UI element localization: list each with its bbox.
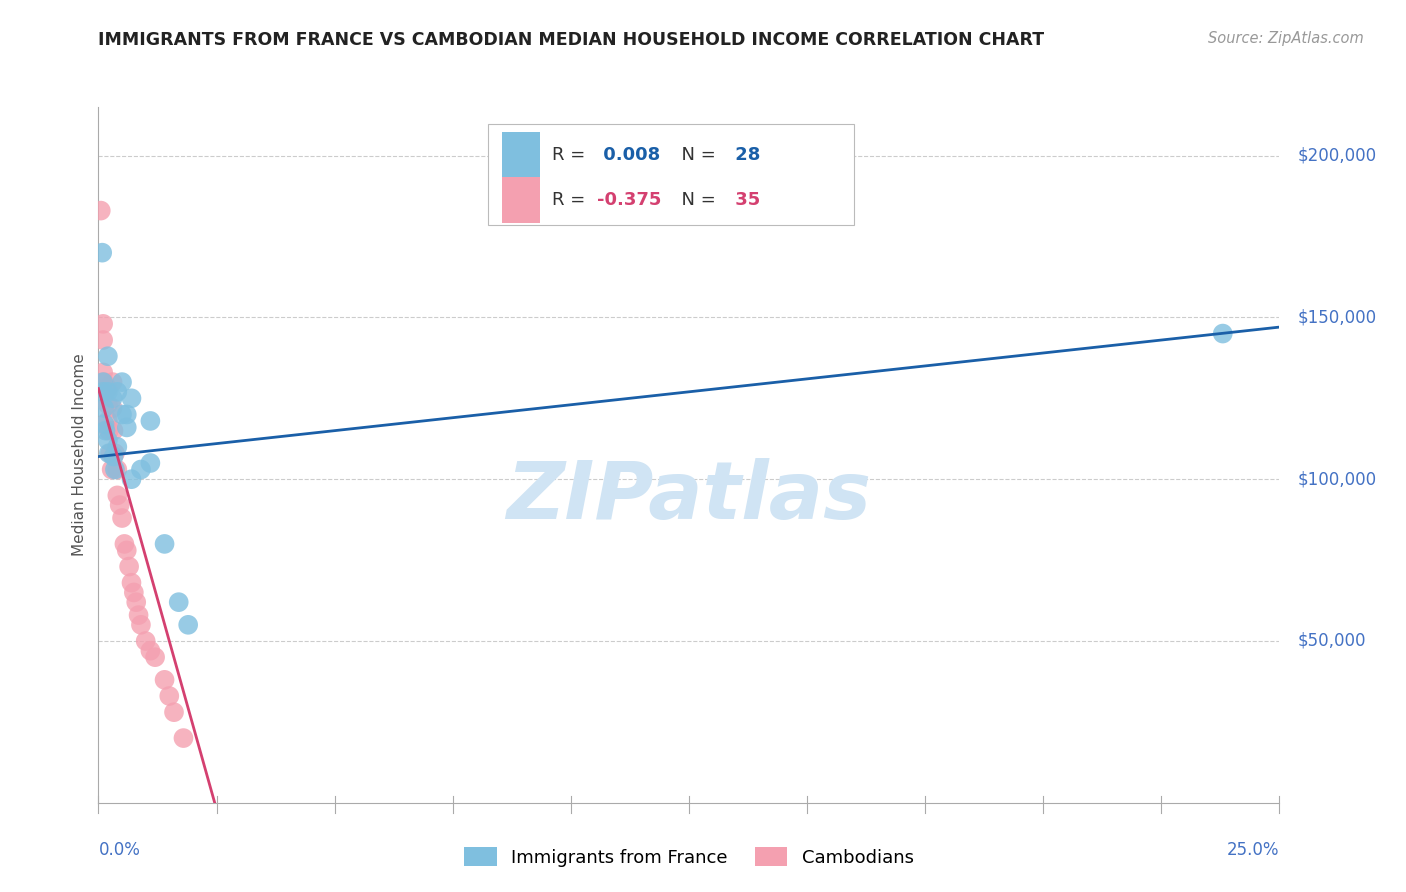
Text: -0.375: -0.375 bbox=[596, 191, 661, 209]
Text: $200,000: $200,000 bbox=[1298, 146, 1376, 165]
Point bbox=[115, 420, 138, 434]
Point bbox=[129, 462, 152, 476]
Point bbox=[129, 617, 152, 632]
Point bbox=[105, 440, 128, 454]
Point bbox=[97, 349, 120, 363]
Point bbox=[153, 537, 176, 551]
Point bbox=[91, 365, 114, 379]
Point bbox=[121, 392, 143, 406]
Point bbox=[97, 414, 120, 428]
Point bbox=[91, 317, 114, 331]
Text: $50,000: $50,000 bbox=[1298, 632, 1365, 650]
FancyBboxPatch shape bbox=[502, 178, 540, 223]
Point bbox=[139, 643, 162, 657]
Point bbox=[105, 462, 128, 476]
Point bbox=[101, 392, 124, 406]
Text: Source: ZipAtlas.com: Source: ZipAtlas.com bbox=[1208, 31, 1364, 46]
Point bbox=[101, 401, 124, 415]
Point bbox=[121, 575, 143, 590]
Point bbox=[111, 511, 134, 525]
Point bbox=[139, 414, 162, 428]
Text: N =: N = bbox=[671, 191, 721, 209]
Point bbox=[103, 424, 125, 438]
Point bbox=[128, 608, 150, 623]
Text: 28: 28 bbox=[730, 145, 761, 164]
Point bbox=[111, 375, 134, 389]
Point bbox=[121, 472, 143, 486]
Point bbox=[97, 382, 120, 396]
Point bbox=[93, 417, 115, 432]
Point bbox=[97, 384, 120, 399]
Point bbox=[97, 398, 120, 412]
Point bbox=[115, 543, 138, 558]
Point bbox=[94, 424, 117, 438]
Point bbox=[125, 595, 148, 609]
FancyBboxPatch shape bbox=[488, 124, 855, 226]
Point bbox=[118, 559, 141, 574]
Point bbox=[135, 634, 157, 648]
Point bbox=[153, 673, 176, 687]
Point bbox=[104, 446, 127, 460]
Point bbox=[91, 384, 114, 399]
Point bbox=[105, 384, 128, 399]
Point bbox=[91, 333, 114, 347]
Point bbox=[97, 424, 120, 438]
Point bbox=[115, 408, 138, 422]
Text: 35: 35 bbox=[730, 191, 761, 209]
Point bbox=[93, 401, 115, 415]
Text: 0.008: 0.008 bbox=[596, 145, 659, 164]
Text: 0.0%: 0.0% bbox=[98, 841, 141, 859]
Point bbox=[1212, 326, 1234, 341]
Point bbox=[97, 446, 120, 460]
Point bbox=[108, 498, 131, 512]
Point bbox=[167, 595, 190, 609]
Text: R =: R = bbox=[553, 191, 591, 209]
Point bbox=[100, 462, 122, 476]
Point bbox=[143, 650, 166, 665]
Point bbox=[112, 537, 135, 551]
FancyBboxPatch shape bbox=[502, 132, 540, 178]
Point bbox=[103, 450, 125, 464]
Point bbox=[122, 585, 145, 599]
Point bbox=[105, 488, 128, 502]
Point bbox=[97, 434, 120, 448]
Text: R =: R = bbox=[553, 145, 591, 164]
Point bbox=[91, 245, 114, 260]
Text: ZIPatlas: ZIPatlas bbox=[506, 458, 872, 536]
Point bbox=[111, 408, 134, 422]
Point bbox=[104, 462, 127, 476]
Point bbox=[93, 375, 115, 389]
Point bbox=[163, 705, 186, 719]
Point bbox=[98, 446, 121, 460]
Point bbox=[90, 203, 112, 218]
Point bbox=[172, 731, 194, 745]
Text: $100,000: $100,000 bbox=[1298, 470, 1376, 488]
Point bbox=[139, 456, 162, 470]
Point bbox=[157, 689, 180, 703]
Text: $150,000: $150,000 bbox=[1298, 309, 1376, 326]
Point bbox=[94, 382, 117, 396]
Point bbox=[91, 375, 114, 389]
Y-axis label: Median Household Income: Median Household Income bbox=[72, 353, 87, 557]
Point bbox=[101, 375, 124, 389]
Legend: Immigrants from France, Cambodians: Immigrants from France, Cambodians bbox=[457, 839, 921, 874]
Text: N =: N = bbox=[671, 145, 721, 164]
Point bbox=[177, 617, 200, 632]
Text: 25.0%: 25.0% bbox=[1227, 841, 1279, 859]
Text: IMMIGRANTS FROM FRANCE VS CAMBODIAN MEDIAN HOUSEHOLD INCOME CORRELATION CHART: IMMIGRANTS FROM FRANCE VS CAMBODIAN MEDI… bbox=[98, 31, 1045, 49]
